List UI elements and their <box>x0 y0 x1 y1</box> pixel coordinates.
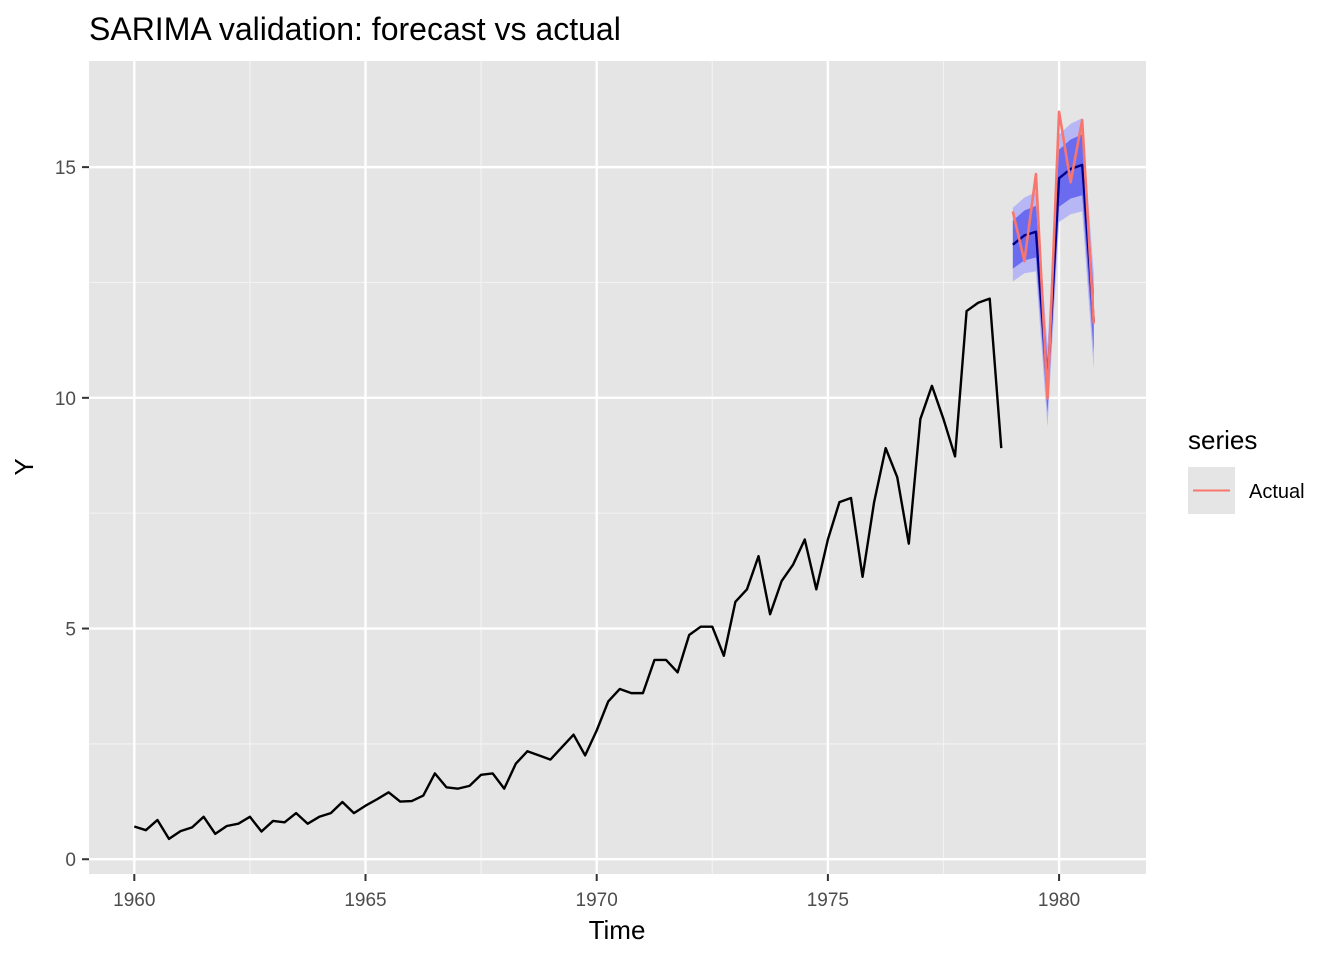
plot-panel <box>89 61 1146 874</box>
x-tick-label: 1975 <box>807 890 849 911</box>
legend: series Actual <box>1188 425 1305 514</box>
x-tick-label: 1970 <box>576 890 618 911</box>
x-axis-title: Time <box>589 915 646 945</box>
y-tick-label: 10 <box>55 389 76 410</box>
y-axis: 0 5 10 15 <box>55 158 89 871</box>
minor-gridlines <box>89 61 1146 874</box>
y-tick-label: 0 <box>65 850 76 871</box>
x-tick-label: 1965 <box>344 890 386 911</box>
legend-label-actual: Actual <box>1249 481 1305 503</box>
y-tick-label: 5 <box>65 620 76 641</box>
x-tick-label: 1980 <box>1038 890 1080 911</box>
series-line-actual <box>1011 110 1096 400</box>
chart-title: SARIMA validation: forecast vs actual <box>89 11 621 47</box>
x-axis: 1960 1965 1970 1975 1980 <box>113 874 1080 911</box>
series-line-historical <box>133 297 1003 841</box>
major-gridlines <box>89 61 1146 874</box>
y-axis-title: Y <box>9 458 39 475</box>
y-tick-label: 15 <box>55 158 76 179</box>
series-lines <box>133 110 1096 841</box>
x-tick-label: 1960 <box>113 890 155 911</box>
legend-title: series <box>1188 425 1257 455</box>
